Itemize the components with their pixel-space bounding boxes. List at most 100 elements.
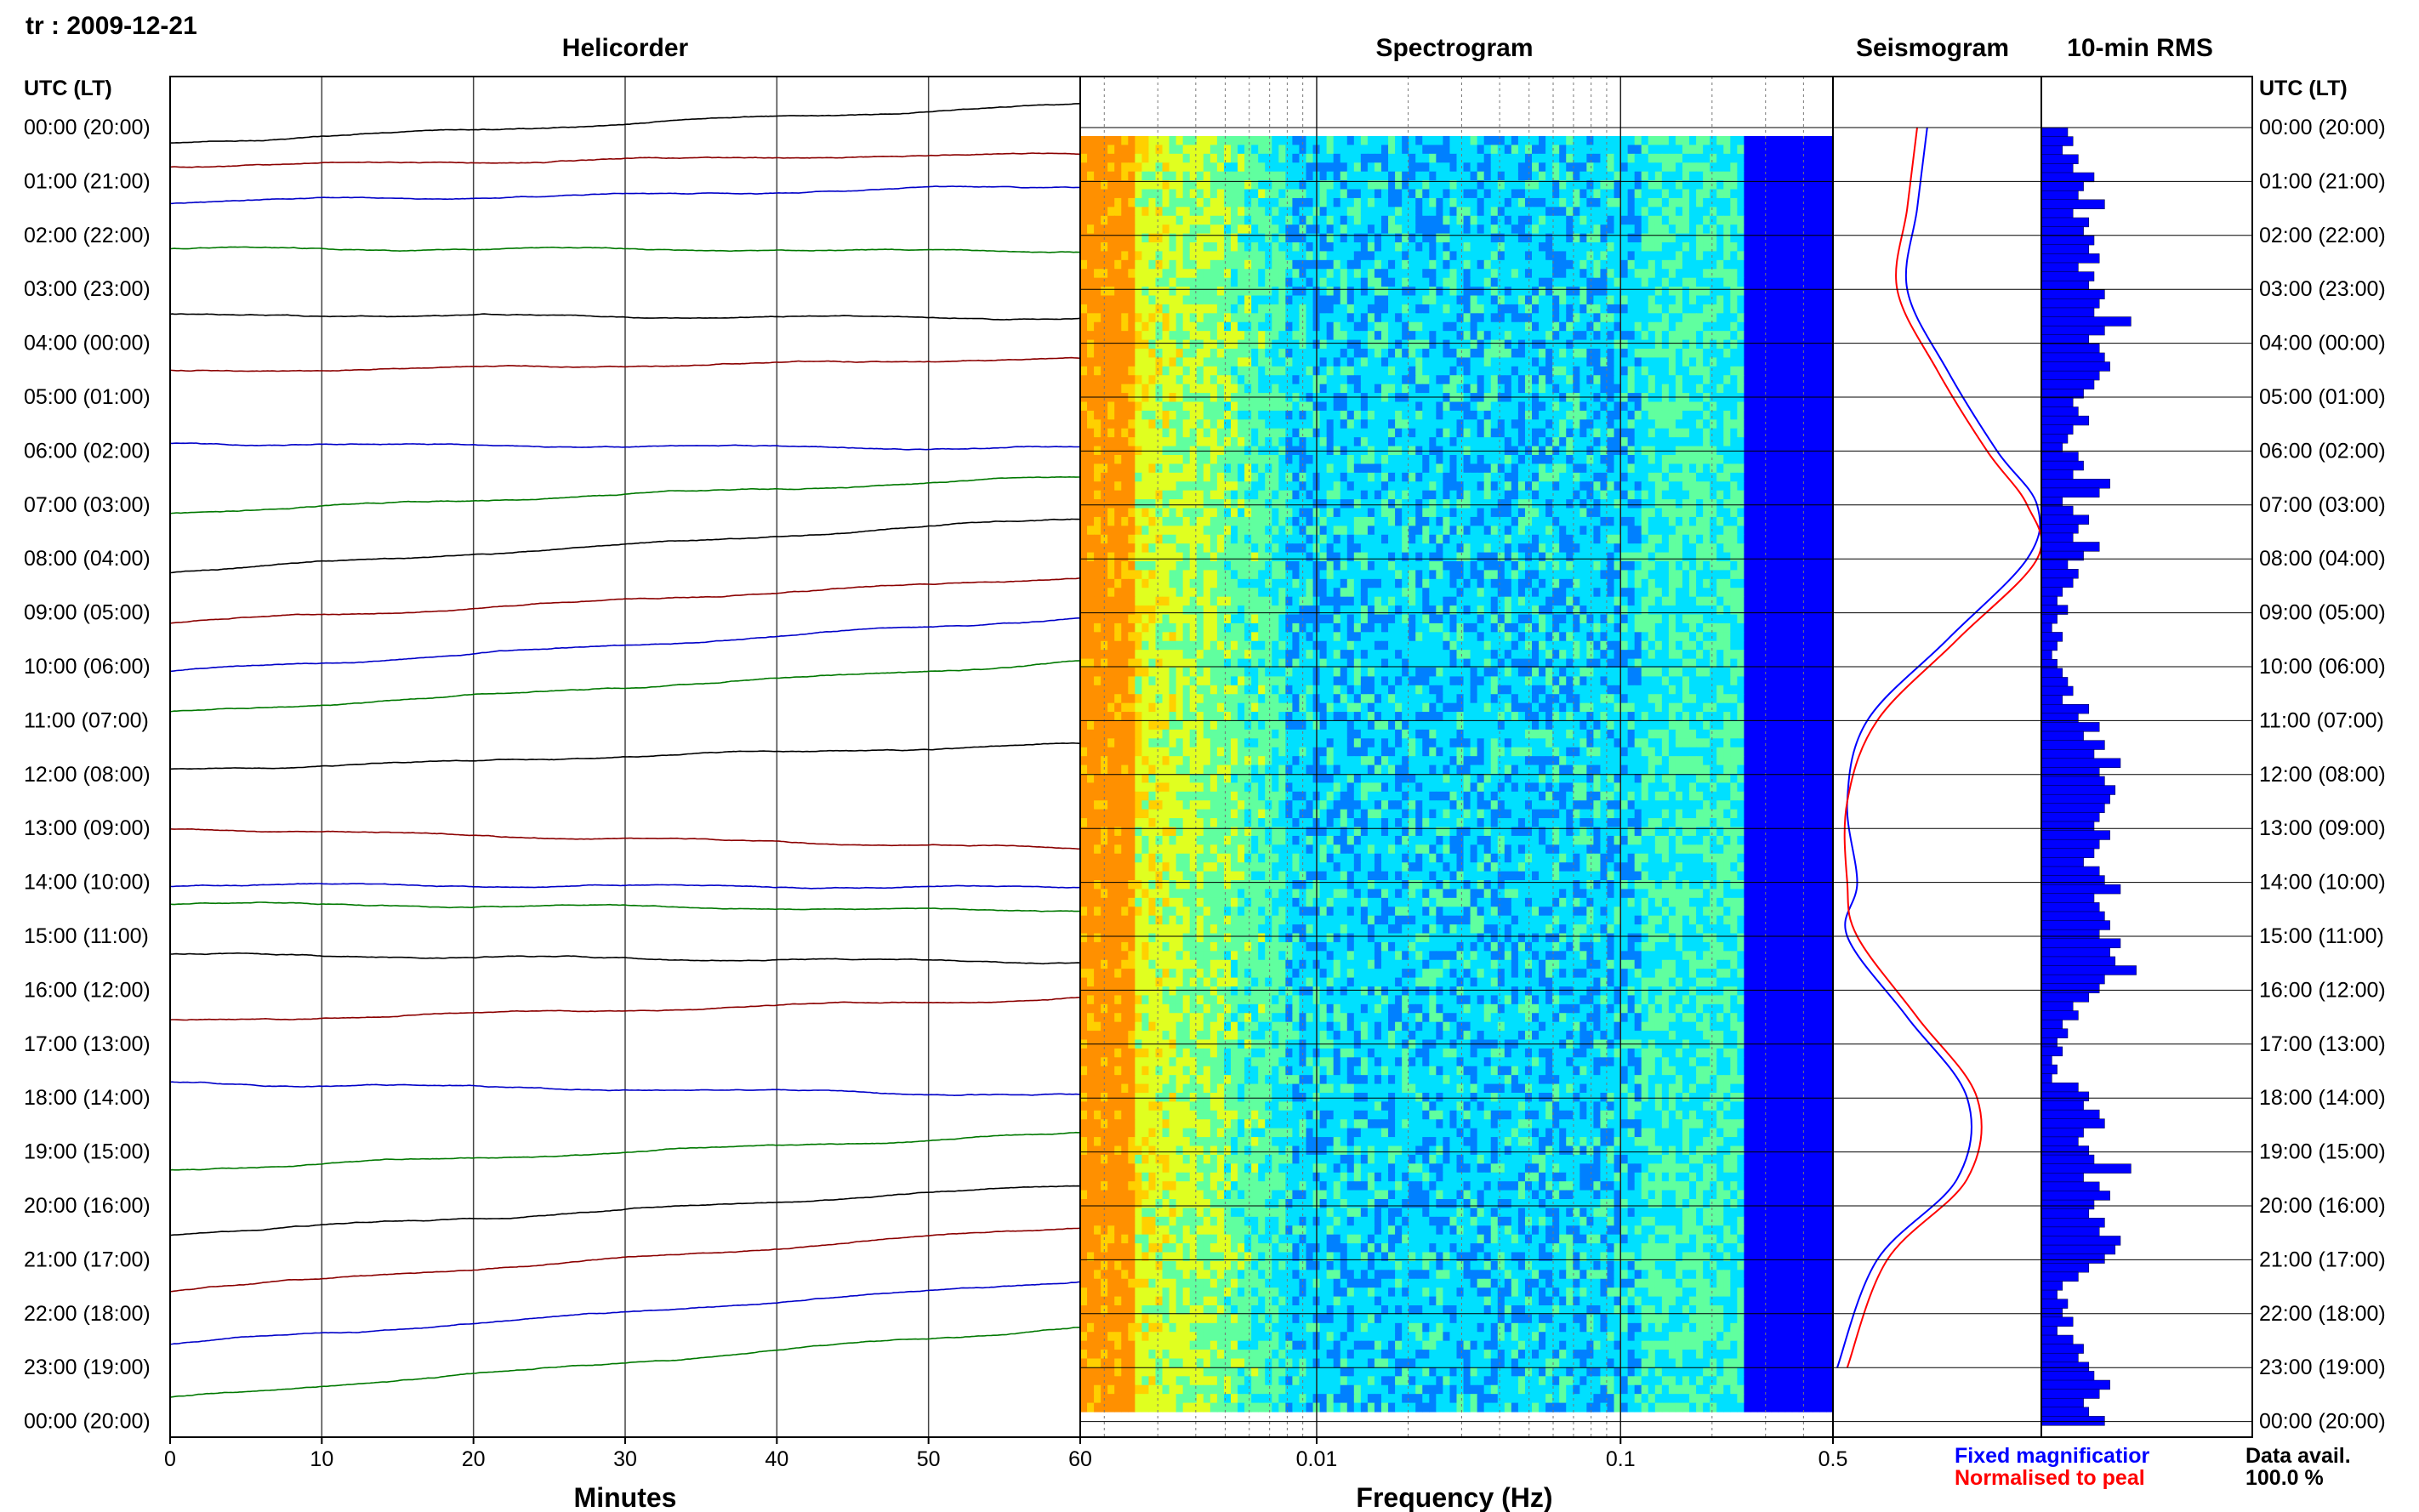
spectrogram-cell — [1456, 207, 1465, 217]
spectrogram-cell — [1689, 162, 1697, 173]
spectrogram-cell — [1812, 516, 1820, 526]
spectrogram-cell — [1238, 313, 1245, 323]
spectrogram-cell — [1566, 437, 1574, 447]
spectrogram-cell — [1764, 145, 1773, 155]
spectrogram-cell — [1716, 295, 1724, 305]
spectrogram-cell — [1306, 331, 1314, 341]
spectrogram-cell — [1661, 499, 1670, 509]
spectrogram-cell — [1798, 215, 1807, 225]
spectrogram-cell — [1216, 410, 1225, 420]
spectrogram-cell — [1764, 526, 1773, 536]
spectrogram-cell — [1196, 481, 1204, 492]
spectrogram-cell — [1798, 304, 1807, 314]
spectrogram-cell — [1175, 419, 1184, 429]
spectrogram-cell — [1258, 153, 1266, 163]
spectrogram-cell — [1265, 145, 1272, 155]
spectrogram-cell — [1094, 225, 1101, 235]
spectrogram-cell — [1285, 180, 1294, 190]
spectrogram-cell — [1251, 136, 1259, 146]
spectrogram-cell — [1634, 313, 1642, 323]
spectrogram-cell — [1169, 508, 1177, 518]
spectrogram-cell — [1620, 437, 1629, 447]
spectrogram-cell — [1600, 375, 1608, 385]
spectrogram-cell — [1689, 215, 1697, 225]
spectrogram-cell — [1409, 225, 1416, 235]
spectrogram-cell — [1340, 171, 1348, 181]
spectrogram-cell — [1258, 189, 1266, 199]
spectrogram-cell — [1812, 463, 1820, 474]
spectrogram-cell — [1477, 277, 1485, 287]
spectrogram-cell — [1456, 490, 1465, 500]
spectrogram-cell — [1819, 331, 1827, 341]
spectrogram-cell — [1244, 304, 1252, 314]
spectrogram-cell — [1825, 508, 1834, 518]
spectrogram-cell — [1141, 384, 1150, 394]
spectrogram-cell — [1791, 516, 1800, 526]
spectrogram-cell — [1470, 162, 1478, 173]
spectrogram-cell — [1517, 197, 1526, 207]
spectrogram-cell — [1148, 428, 1157, 438]
spectrogram-cell — [1367, 251, 1375, 261]
spectrogram-cell — [1443, 393, 1451, 403]
spectrogram-cell — [1223, 366, 1232, 376]
spectrogram-cell — [1750, 526, 1759, 536]
spectrogram-cell — [1805, 251, 1813, 261]
spectrogram-cell — [1388, 526, 1396, 536]
spectrogram-cell — [1825, 287, 1834, 297]
spectrogram-cell — [1319, 481, 1328, 492]
spectrogram-cell — [1825, 162, 1834, 173]
spectrogram-cell — [1648, 508, 1656, 518]
spectrogram-cell — [1456, 349, 1465, 359]
spectrogram-cell — [1388, 269, 1396, 279]
spectrogram-cell — [1135, 145, 1143, 155]
spectrogram-cell — [1504, 321, 1512, 332]
spectrogram-cell — [1716, 313, 1724, 323]
spectrogram-cell — [1087, 384, 1095, 394]
spectrogram-cell — [1593, 410, 1602, 420]
spectrogram-cell — [1216, 331, 1225, 341]
spectrogram-cell — [1436, 233, 1444, 243]
spectrogram-cell — [1148, 180, 1157, 190]
spectrogram-cell — [1182, 287, 1191, 297]
spectrogram-cell — [1415, 516, 1423, 526]
spectrogram-cell — [1148, 171, 1157, 181]
spectrogram-cell — [1573, 171, 1580, 181]
spectrogram-cell — [1223, 455, 1232, 465]
spectrogram-cell — [1272, 215, 1279, 225]
spectrogram-cell — [1614, 313, 1622, 323]
spectrogram-cell — [1272, 269, 1279, 279]
spectrogram-cell — [1381, 277, 1389, 287]
spectrogram-cell — [1545, 516, 1553, 526]
spectrogram-cell — [1641, 313, 1649, 323]
spectrogram-cell — [1292, 189, 1301, 199]
spectrogram-cell — [1326, 401, 1335, 412]
spectrogram-cell — [1121, 215, 1129, 225]
spectrogram-cell — [1634, 499, 1642, 509]
spectrogram-cell — [1326, 384, 1335, 394]
spectrogram-cell — [1182, 419, 1191, 429]
spectrogram-cell — [1614, 189, 1622, 199]
spectrogram-cell — [1710, 526, 1717, 536]
spectrogram-cell — [1545, 437, 1553, 447]
spectrogram-cell — [1675, 277, 1683, 287]
spectrogram-cell — [1710, 207, 1717, 217]
spectrogram-cell — [1716, 259, 1724, 270]
spectrogram-cell — [1360, 472, 1369, 482]
spectrogram-cell — [1627, 463, 1636, 474]
spectrogram-cell — [1696, 508, 1704, 518]
spectrogram-cell — [1265, 287, 1272, 297]
spectrogram-cell — [1586, 419, 1595, 429]
spectrogram-cell — [1620, 499, 1629, 509]
spectrogram-cell — [1539, 233, 1546, 243]
spectrogram-cell — [1517, 437, 1526, 447]
spectrogram-cell — [1244, 526, 1252, 536]
spectrogram-cell — [1333, 516, 1341, 526]
spectrogram-cell — [1641, 366, 1649, 376]
spectrogram-cell — [1395, 384, 1403, 394]
spectrogram-cell — [1573, 463, 1580, 474]
spectrogram-cell — [1490, 233, 1499, 243]
spectrogram-cell — [1388, 251, 1396, 261]
spectrogram-cell — [1251, 331, 1259, 341]
spectrogram-cell — [1737, 384, 1745, 394]
spectrogram-cell — [1333, 526, 1341, 536]
